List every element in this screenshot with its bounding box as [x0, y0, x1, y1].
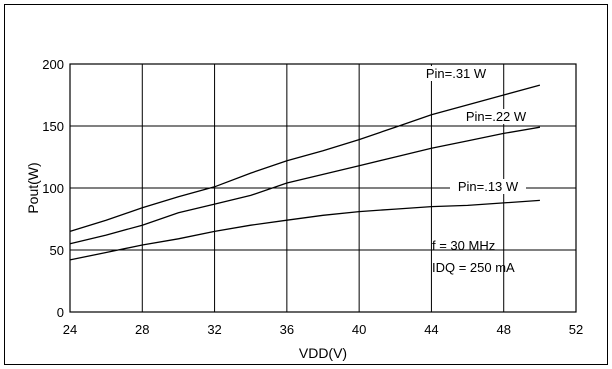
y-tick-label: 150 [42, 119, 64, 134]
series-label-bg [458, 109, 534, 124]
plot-area-border [69, 63, 577, 313]
y-tick-label: 50 [50, 243, 64, 258]
series-line-1 [69, 126, 541, 245]
y-axis-label: Pout(W) [25, 162, 41, 213]
x-tick-label: 36 [280, 322, 294, 337]
series-lines [69, 84, 541, 261]
series-labels: Pin=.31 W Pin=.22 W Pin=.13 W [418, 66, 534, 194]
x-tick-label: 32 [207, 322, 221, 337]
x-tick-label: 40 [352, 322, 366, 337]
tick-labels: 24 28 32 36 40 44 48 52 0 50 100 150 200 [42, 57, 583, 337]
series-label-bg [450, 179, 526, 194]
y-tick-label: 100 [42, 181, 64, 196]
y-tick-label: 200 [42, 57, 64, 72]
figure-border [4, 4, 608, 365]
x-tick-label: 24 [63, 322, 77, 337]
series-label-0: Pin=.31 W [426, 66, 487, 81]
x-tick-label: 48 [496, 322, 510, 337]
x-tick-label: 28 [135, 322, 149, 337]
y-tick-label: 0 [57, 305, 64, 320]
x-tick-label: 52 [569, 322, 583, 337]
series-line-2 [69, 199, 540, 261]
series-label-2: Pin=.13 W [458, 179, 519, 194]
x-tick-label: 44 [424, 322, 438, 337]
series-label-1: Pin=.22 W [466, 109, 527, 124]
annotation-frequency: f = 30 MHz [432, 238, 495, 253]
series-line-0 [69, 84, 541, 233]
x-axis-label: VDD(V) [299, 345, 347, 361]
annotation-idq: IDQ = 250 mA [432, 260, 515, 275]
gridlines [70, 64, 576, 312]
series-label-bg [418, 66, 494, 81]
